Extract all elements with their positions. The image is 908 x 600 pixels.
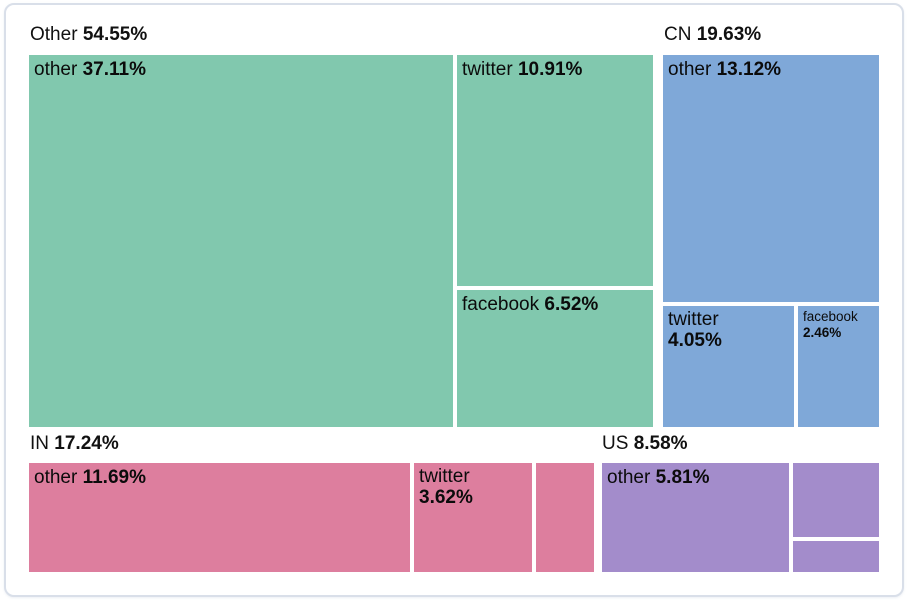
group-name: CN [664, 24, 692, 45]
cell-name: other [607, 467, 651, 488]
group-percent: 8.58% [633, 433, 688, 454]
treemap-cell-other-twitter[interactable]: twitter 10.91% [457, 55, 653, 286]
cell-value: 5.81% [655, 467, 710, 488]
treemap-cell-in-unlabeled[interactable] [536, 463, 594, 572]
cell-name: twitter [462, 59, 513, 80]
treemap-cell-cn-facebook[interactable]: facebook 2.46% [798, 306, 879, 427]
cell-name: facebook [462, 294, 540, 315]
treemap-cell-us-other[interactable]: other 5.81% [602, 463, 789, 572]
treemap-cell-other-other[interactable]: other 37.11% [29, 55, 453, 427]
cell-value: 13.12% [716, 59, 782, 80]
cell-name: other [34, 59, 78, 80]
group-percent: 17.24% [54, 433, 119, 454]
group-name: IN [30, 433, 49, 454]
group-label-other: Other 54.55% [30, 24, 147, 46]
cell-value: 6.52% [544, 294, 599, 315]
cell-name: twitter [668, 309, 719, 330]
group-label-in: IN 17.24% [30, 433, 119, 455]
group-percent: 19.63% [696, 24, 762, 45]
treemap-cell-other-facebook[interactable]: facebook 6.52% [457, 290, 653, 427]
cell-value: 2.46% [803, 325, 842, 340]
treemap-cell-cn-other[interactable]: other 13.12% [663, 55, 879, 302]
treemap-cell-cn-twitter[interactable]: twitter 4.05% [663, 306, 794, 427]
cell-name: twitter [419, 466, 470, 487]
group-percent: 54.55% [82, 24, 148, 45]
cell-name: facebook [803, 309, 858, 324]
group-name: US [602, 433, 629, 454]
cell-value: 4.05% [668, 330, 722, 351]
cell-name: other [668, 59, 712, 80]
group-label-us: US 8.58% [602, 433, 688, 455]
treemap-cell-in-other[interactable]: other 11.69% [29, 463, 410, 572]
treemap-cell-in-twitter[interactable]: twitter 3.62% [414, 463, 532, 572]
cell-value: 11.69% [82, 467, 146, 488]
treemap-cell-us-unlabeled-bottom[interactable] [793, 541, 879, 572]
cell-value: 3.62% [419, 487, 473, 508]
group-label-cn: CN 19.63% [664, 24, 761, 46]
cell-value: 37.11% [82, 59, 146, 80]
group-name: Other [30, 24, 78, 45]
cell-name: other [34, 467, 78, 488]
treemap-cell-us-unlabeled-top[interactable] [793, 463, 879, 537]
cell-value: 10.91% [517, 59, 583, 80]
